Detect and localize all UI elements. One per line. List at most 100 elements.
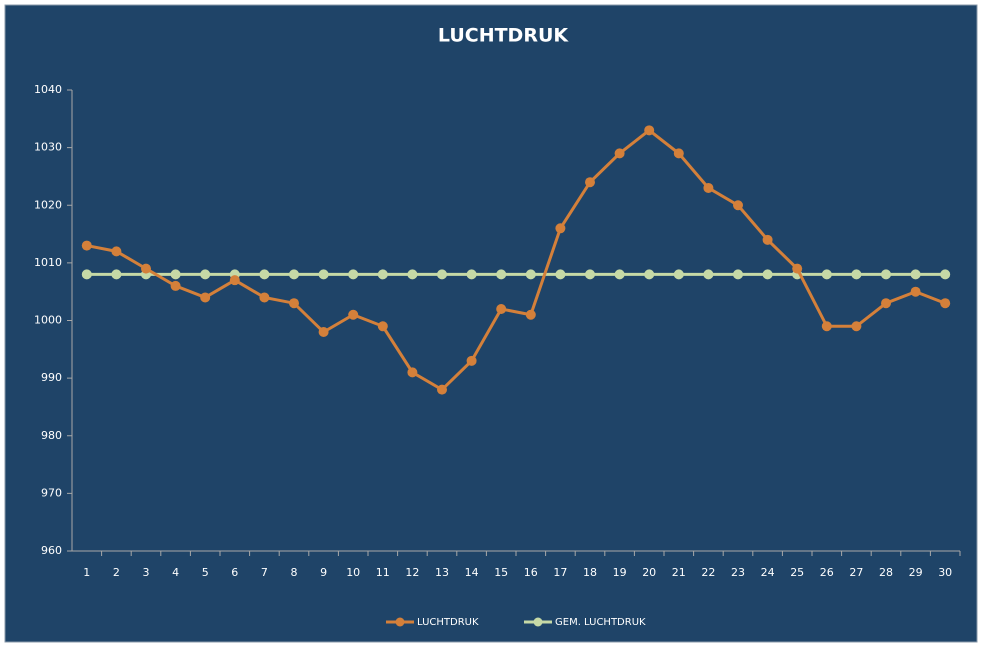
series-marker bbox=[111, 269, 122, 280]
x-tick-label: 11 bbox=[376, 566, 390, 579]
x-tick-label: 21 bbox=[672, 566, 686, 579]
x-tick-label: 12 bbox=[405, 566, 419, 579]
series-marker bbox=[703, 182, 714, 193]
x-tick-label: 8 bbox=[291, 566, 298, 579]
y-tick-label: 960 bbox=[41, 544, 62, 557]
x-tick-label: 14 bbox=[465, 566, 479, 579]
series-marker bbox=[348, 309, 359, 320]
x-tick-label: 18 bbox=[583, 566, 597, 579]
x-tick-label: 13 bbox=[435, 566, 449, 579]
legend-label: GEM. LUCHTDRUK bbox=[555, 617, 646, 628]
x-tick-label: 20 bbox=[642, 566, 656, 579]
series-marker bbox=[170, 280, 181, 291]
x-tick-label: 9 bbox=[320, 566, 327, 579]
chart-background bbox=[4, 4, 978, 643]
series-marker bbox=[555, 223, 566, 234]
series-marker bbox=[525, 269, 536, 280]
series-marker bbox=[851, 321, 862, 332]
x-tick-label: 24 bbox=[761, 566, 775, 579]
series-marker bbox=[289, 269, 299, 280]
x-tick-label: 4 bbox=[172, 566, 179, 579]
series-marker bbox=[881, 298, 891, 309]
x-tick-label: 3 bbox=[143, 566, 150, 579]
series-marker bbox=[407, 269, 418, 280]
y-tick-label: 1000 bbox=[34, 314, 62, 327]
series-marker bbox=[673, 148, 684, 159]
series-marker bbox=[555, 269, 566, 280]
series-marker bbox=[111, 246, 122, 257]
x-tick-label: 7 bbox=[261, 566, 268, 579]
x-tick-label: 17 bbox=[553, 566, 567, 579]
x-tick-label: 28 bbox=[879, 566, 893, 579]
x-tick-label: 5 bbox=[202, 566, 209, 579]
y-tick-label: 970 bbox=[41, 486, 62, 499]
series-marker bbox=[792, 263, 803, 274]
legend-marker bbox=[533, 617, 543, 627]
series-marker bbox=[733, 200, 743, 211]
series-marker bbox=[496, 269, 507, 280]
series-marker bbox=[614, 269, 625, 280]
x-tick-label: 29 bbox=[909, 566, 923, 579]
y-tick-label: 1020 bbox=[34, 198, 62, 211]
series-marker bbox=[348, 269, 359, 280]
series-marker bbox=[437, 384, 447, 395]
x-tick-label: 16 bbox=[524, 566, 538, 579]
x-tick-label: 10 bbox=[346, 566, 360, 579]
series-marker bbox=[881, 269, 891, 280]
series-marker bbox=[940, 298, 951, 309]
x-tick-label: 6 bbox=[231, 566, 238, 579]
series-marker bbox=[229, 275, 240, 286]
x-tick-label: 1 bbox=[83, 566, 90, 579]
x-tick-label: 2 bbox=[113, 566, 120, 579]
x-tick-label: 30 bbox=[938, 566, 952, 579]
series-marker bbox=[318, 269, 329, 280]
series-marker bbox=[466, 355, 477, 366]
series-marker bbox=[437, 269, 447, 280]
series-marker bbox=[170, 269, 181, 280]
series-marker bbox=[733, 269, 743, 280]
y-tick-label: 990 bbox=[41, 371, 62, 384]
x-tick-label: 25 bbox=[790, 566, 804, 579]
series-marker bbox=[585, 177, 595, 188]
series-marker bbox=[377, 321, 388, 332]
series-marker bbox=[762, 269, 773, 280]
series-marker bbox=[141, 263, 151, 274]
y-tick-label: 1030 bbox=[34, 141, 62, 154]
series-marker bbox=[259, 269, 270, 280]
series-marker bbox=[81, 269, 92, 280]
series-marker bbox=[466, 269, 477, 280]
series-marker bbox=[614, 148, 625, 159]
x-tick-label: 27 bbox=[849, 566, 863, 579]
series-marker bbox=[673, 269, 684, 280]
y-tick-label: 980 bbox=[41, 429, 62, 442]
x-tick-label: 23 bbox=[731, 566, 745, 579]
y-tick-label: 1040 bbox=[34, 83, 62, 96]
series-marker bbox=[259, 292, 270, 303]
legend-marker bbox=[395, 617, 405, 627]
x-tick-label: 26 bbox=[820, 566, 834, 579]
x-tick-label: 15 bbox=[494, 566, 508, 579]
series-marker bbox=[377, 269, 388, 280]
series-marker bbox=[940, 269, 951, 280]
series-marker bbox=[200, 292, 211, 303]
y-tick-label: 1010 bbox=[34, 256, 62, 269]
series-marker bbox=[585, 269, 595, 280]
x-tick-label: 19 bbox=[613, 566, 627, 579]
series-marker bbox=[644, 125, 655, 136]
series-line bbox=[86, 128, 946, 392]
series-marker bbox=[81, 240, 92, 251]
series-marker bbox=[318, 327, 329, 338]
chart-title: LUCHTDRUK bbox=[438, 25, 569, 47]
series-marker bbox=[821, 269, 832, 280]
series-marker bbox=[910, 286, 921, 297]
series-marker bbox=[703, 269, 714, 280]
x-tick-label: 22 bbox=[701, 566, 715, 579]
series-marker bbox=[525, 309, 536, 320]
series-marker bbox=[496, 303, 507, 314]
series-marker bbox=[407, 367, 418, 378]
legend-label: LUCHTDRUK bbox=[417, 617, 479, 628]
series-marker bbox=[821, 321, 832, 332]
series-marker bbox=[200, 269, 211, 280]
series-marker bbox=[851, 269, 862, 280]
